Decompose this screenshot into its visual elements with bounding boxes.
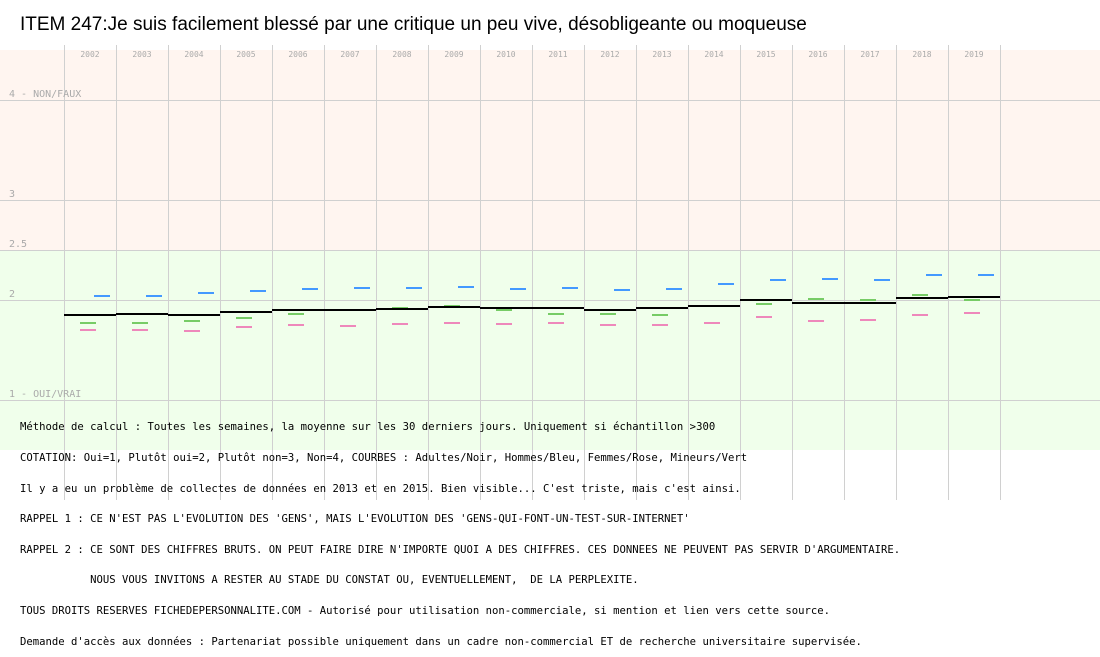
- y-tick-label: 4 - NON/FAUX: [9, 89, 81, 100]
- year-label: 2004: [184, 50, 203, 59]
- background-band: [0, 50, 1100, 250]
- note-line: NOUS VOUS INVITONS A RESTER AU STADE DU …: [20, 574, 639, 587]
- x-axis-year-labels: 2002 2003 2004 2005 2006 2007 2008 2009 2010 2011…: [80, 50, 983, 59]
- background-band: [0, 250, 1100, 450]
- note-line: Il y a eu un problème de collectes de do…: [20, 482, 741, 495]
- year-label: 2013: [652, 50, 671, 59]
- y-tick-label: 2: [9, 289, 15, 300]
- year-label: 2009: [444, 50, 463, 59]
- note-line: COTATION: Oui=1, Plutôt oui=2, Plutôt no…: [20, 452, 748, 465]
- year-label: 2011: [548, 50, 567, 59]
- y-axis-labels: 4 - NON/FAUX 3 2.5 2 1 - OUI/VRAI: [9, 89, 81, 400]
- year-label: 2005: [236, 50, 255, 59]
- y-tick-label: 2.5: [9, 239, 27, 250]
- year-label: 2019: [964, 50, 983, 59]
- year-label: 2018: [912, 50, 931, 59]
- year-label: 2016: [808, 50, 827, 59]
- year-label: 2012: [600, 50, 619, 59]
- year-label: 2006: [288, 50, 307, 59]
- note-line: RAPPEL 1 : CE N'EST PAS L'EVOLUTION DES …: [20, 513, 690, 526]
- note-line: Méthode de calcul : Toutes les semaines,…: [20, 421, 716, 434]
- data-series: [64, 274, 1000, 332]
- notes-block: Méthode de calcul : Toutes les semaines,…: [20, 402, 900, 657]
- year-label: 2007: [340, 50, 359, 59]
- note-line: TOUS DROITS RESERVES FICHEDEPERSONNALITE…: [20, 605, 831, 618]
- chart-title: ITEM 247:Je suis facilement blessé par u…: [20, 14, 807, 35]
- y-tick-label: 3: [9, 189, 15, 200]
- note-line: RAPPEL 2 : CE SONT DES CHIFFRES BRUTS. O…: [20, 543, 901, 556]
- y-tick-label: 1 - OUI/VRAI: [9, 389, 81, 400]
- note-line: Demande d'accès aux données : Partenaria…: [20, 635, 862, 648]
- year-label: 2017: [860, 50, 879, 59]
- year-label: 2010: [496, 50, 515, 59]
- year-label: 2003: [132, 50, 151, 59]
- year-label: 2015: [756, 50, 775, 59]
- year-label: 2008: [392, 50, 411, 59]
- grid-lines: [0, 45, 1100, 500]
- background-bands: [0, 50, 1100, 450]
- year-label: 2014: [704, 50, 723, 59]
- year-label: 2002: [80, 50, 99, 59]
